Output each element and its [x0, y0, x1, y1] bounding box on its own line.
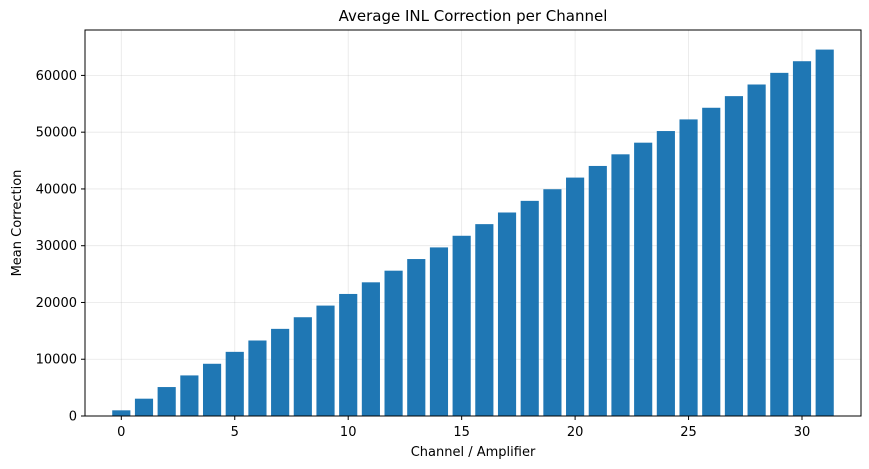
bar	[134, 398, 154, 416]
x-tick-label: 5	[231, 425, 239, 440]
bar	[588, 165, 607, 416]
bars	[112, 49, 834, 417]
bar	[702, 107, 721, 417]
chart-title: Average INL Correction per Channel	[339, 7, 608, 25]
y-tick-label: 20000	[36, 296, 77, 311]
bar	[566, 177, 585, 416]
bar	[248, 340, 267, 416]
bar	[452, 235, 471, 416]
bar	[520, 200, 539, 416]
x-tick-label: 25	[680, 425, 697, 440]
y-tick-label: 40000	[36, 182, 77, 197]
bar	[361, 282, 380, 416]
x-tick-label: 10	[340, 425, 357, 440]
bar	[225, 351, 244, 416]
y-tick-label: 30000	[36, 239, 77, 254]
x-axis-label: Channel / Amplifier	[411, 445, 536, 460]
bar	[656, 131, 675, 416]
bar	[475, 224, 494, 416]
x-tick-label: 20	[567, 425, 584, 440]
y-axis-ticks: 0 10000 20000 30000 40000 50000 60000	[36, 69, 85, 425]
bar	[747, 84, 766, 417]
grid	[85, 30, 861, 417]
bar	[384, 270, 403, 416]
y-tick-label: 10000	[36, 353, 77, 368]
bar	[407, 259, 426, 416]
bar	[497, 212, 517, 416]
bar	[611, 154, 630, 417]
x-axis-ticks: 0 5 10 15 20 25 30	[117, 416, 810, 440]
y-tick-label: 50000	[36, 126, 77, 141]
bar	[792, 61, 812, 417]
y-tick-label: 60000	[36, 69, 77, 84]
bar	[543, 189, 562, 416]
plot-frame	[84, 29, 862, 417]
bar	[679, 119, 698, 416]
bar	[202, 363, 222, 416]
bar	[724, 96, 744, 416]
bar	[112, 410, 131, 416]
bar	[339, 293, 358, 416]
bar	[157, 387, 176, 416]
bar	[271, 328, 290, 416]
bar	[293, 317, 312, 416]
bar	[634, 142, 653, 416]
y-tick-label: 0	[69, 410, 77, 425]
bar	[180, 375, 199, 416]
y-axis-label: Mean Correction	[10, 170, 25, 277]
x-tick-label: 15	[453, 425, 470, 440]
bar	[316, 305, 335, 416]
x-tick-label: 30	[794, 425, 811, 440]
bar	[429, 247, 449, 416]
bar	[770, 72, 789, 416]
x-tick-label: 0	[117, 425, 125, 440]
bar	[815, 49, 834, 416]
